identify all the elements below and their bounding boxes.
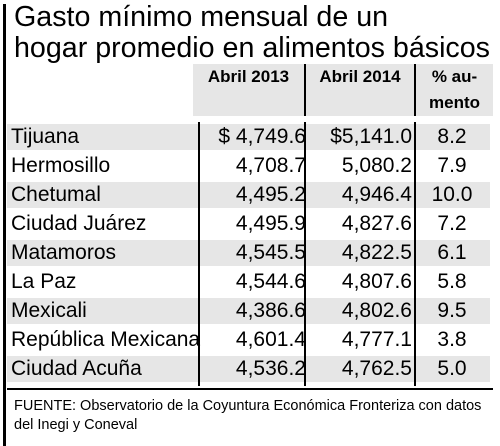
value-abril-2013: 4,601.4 [235,328,306,351]
value-pct: 6.1 [437,241,467,264]
city-name: Ciudad Juárez [11,212,147,235]
column-divider-1 [198,122,200,386]
header-divider-1 [304,64,306,116]
value-abril-2014: 4,777.1 [341,328,412,351]
value-abril-2013: 4,386.6 [235,299,306,322]
title-line-1: Gasto mínimo mensual de un [14,1,389,33]
value-abril-2014: 5,080.2 [341,154,412,177]
value-abril-2013: $ 4,749.6 [218,125,306,148]
left-rule [3,4,6,446]
value-abril-2014: 4,802.6 [341,299,412,322]
table-row: Ciudad Juárez 4,495.9 4,827.6 7.2 [7,211,497,237]
value-abril-2013: 4,544.6 [235,270,306,293]
header-bg-2013 [193,64,304,116]
city-name: Chetumal [11,183,101,206]
table-row: Chetumal 4,495.2 4,946.4 10.0 [7,182,497,208]
value-abril-2014: 4,946.4 [341,183,412,206]
city-name: La Paz [11,270,77,293]
value-pct: 10.0 [431,183,473,206]
table-body: Tijuana $ 4,749.6 $5,141.0 8.2 Hermosill… [7,124,497,385]
source-note: FUENTE: Observatorio de la Coyuntura Eco… [14,398,482,433]
table-bottom-rule [7,388,493,390]
header-bg-2014 [306,64,414,116]
value-pct: 7.9 [437,154,467,177]
column-divider-3 [414,122,416,386]
header-abril-2014: Abril 2014 [319,67,401,86]
value-pct: 3.8 [437,328,467,351]
table-row: Matamoros 4,545.5 4,822.5 6.1 [7,240,497,266]
title-line-2: hogar promedio en alimentos básicos [14,32,490,64]
value-abril-2013: 4,536.2 [235,357,306,380]
value-abril-2013: 4,495.2 [235,183,306,206]
table-row: La Paz 4,544.6 4,807.6 5.8 [7,269,497,295]
city-name: Tijuana [11,125,80,148]
value-abril-2014: 4,822.5 [341,241,412,264]
table-row: Tijuana $ 4,749.6 $5,141.0 8.2 [7,124,497,150]
table-title: Gasto mínimo mensual de un hogar promedi… [14,2,490,64]
header-pct-line-1: % au- [431,67,478,86]
header-pct-aumento: % au- mento [416,64,493,116]
value-pct: 8.2 [437,125,467,148]
value-abril-2014: 4,827.6 [341,212,412,235]
city-name: Hermosillo [11,154,111,177]
city-name: Ciudad Acuña [11,357,142,380]
value-abril-2014: 4,807.6 [341,270,412,293]
table-row: Hermosillo 4,708.7 5,080.2 7.9 [7,153,497,179]
table-row: Ciudad Acuña 4,536.2 4,762.5 5.0 [7,356,497,382]
header-divider-2 [414,64,416,116]
table-row: República Mexicana 4,601.4 4,777.1 3.8 [7,327,497,353]
header-abril-2013: Abril 2013 [207,67,290,86]
table-row: Mexicali 4,386.6 4,802.6 9.5 [7,298,497,324]
value-pct: 7.2 [437,212,467,235]
value-abril-2013: 4,708.7 [235,154,306,177]
city-name: Matamoros [11,241,117,264]
value-abril-2013: 4,545.5 [235,241,306,264]
city-name: Mexicali [11,299,87,322]
header-pct-line-2: mento [429,93,480,112]
value-abril-2013: 4,495.9 [235,212,306,235]
city-name: República Mexicana [11,328,201,351]
value-pct: 5.0 [437,357,467,380]
column-divider-2 [304,122,306,386]
value-abril-2014: $5,141.0 [330,125,412,148]
header-bg-pct [416,64,493,116]
value-pct: 9.5 [437,299,467,322]
value-pct: 5.8 [437,270,467,293]
value-abril-2014: 4,762.5 [341,357,412,380]
